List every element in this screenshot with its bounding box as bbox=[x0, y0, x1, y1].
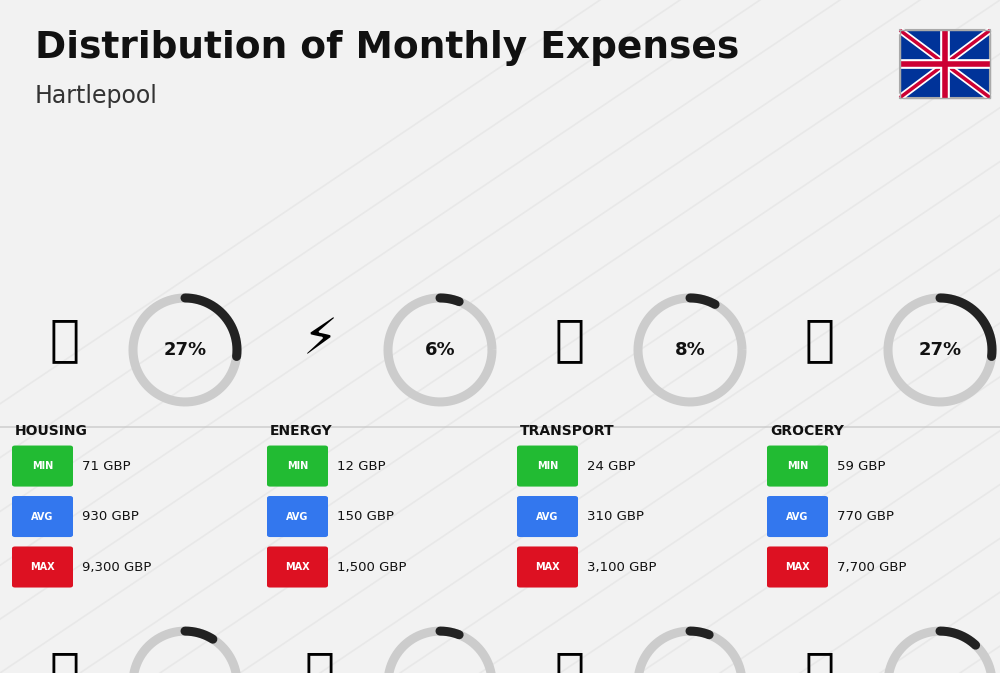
Text: 🚌: 🚌 bbox=[555, 316, 585, 364]
Text: MIN: MIN bbox=[537, 461, 558, 471]
Text: 150 GBP: 150 GBP bbox=[337, 510, 394, 523]
FancyBboxPatch shape bbox=[12, 546, 73, 588]
Text: 770 GBP: 770 GBP bbox=[837, 510, 894, 523]
FancyBboxPatch shape bbox=[517, 496, 578, 537]
Text: Hartlepool: Hartlepool bbox=[35, 84, 158, 108]
FancyBboxPatch shape bbox=[267, 446, 328, 487]
Text: 🫀: 🫀 bbox=[50, 649, 80, 673]
FancyBboxPatch shape bbox=[267, 496, 328, 537]
FancyBboxPatch shape bbox=[900, 30, 990, 98]
Text: 🏢: 🏢 bbox=[50, 316, 80, 364]
FancyBboxPatch shape bbox=[517, 546, 578, 588]
Text: 3,100 GBP: 3,100 GBP bbox=[587, 561, 657, 573]
Text: GROCERY: GROCERY bbox=[770, 424, 844, 438]
Text: 27%: 27% bbox=[918, 341, 962, 359]
Text: 71 GBP: 71 GBP bbox=[82, 460, 131, 472]
Text: MAX: MAX bbox=[30, 562, 55, 572]
Text: 🎓: 🎓 bbox=[305, 649, 335, 673]
Text: HOUSING: HOUSING bbox=[15, 424, 88, 438]
Text: MAX: MAX bbox=[285, 562, 310, 572]
Text: MIN: MIN bbox=[287, 461, 308, 471]
Text: MAX: MAX bbox=[785, 562, 810, 572]
FancyBboxPatch shape bbox=[767, 496, 828, 537]
Text: MIN: MIN bbox=[787, 461, 808, 471]
Text: 7,700 GBP: 7,700 GBP bbox=[837, 561, 907, 573]
Text: AVG: AVG bbox=[31, 511, 54, 522]
FancyBboxPatch shape bbox=[767, 546, 828, 588]
Text: 8%: 8% bbox=[675, 341, 705, 359]
Text: AVG: AVG bbox=[286, 511, 309, 522]
Text: 6%: 6% bbox=[425, 341, 455, 359]
Text: Distribution of Monthly Expenses: Distribution of Monthly Expenses bbox=[35, 30, 739, 66]
FancyBboxPatch shape bbox=[267, 546, 328, 588]
Text: MAX: MAX bbox=[535, 562, 560, 572]
Text: 12 GBP: 12 GBP bbox=[337, 460, 386, 472]
Text: AVG: AVG bbox=[786, 511, 809, 522]
Text: 👛: 👛 bbox=[805, 649, 835, 673]
Text: AVG: AVG bbox=[536, 511, 559, 522]
Text: 930 GBP: 930 GBP bbox=[82, 510, 139, 523]
Text: 1,500 GBP: 1,500 GBP bbox=[337, 561, 406, 573]
FancyBboxPatch shape bbox=[517, 446, 578, 487]
FancyBboxPatch shape bbox=[12, 446, 73, 487]
Text: 🛒: 🛒 bbox=[805, 316, 835, 364]
Text: 310 GBP: 310 GBP bbox=[587, 510, 644, 523]
FancyBboxPatch shape bbox=[12, 496, 73, 537]
Text: ENERGY: ENERGY bbox=[270, 424, 333, 438]
Text: 27%: 27% bbox=[163, 341, 207, 359]
Text: 🛍: 🛍 bbox=[555, 649, 585, 673]
Text: MIN: MIN bbox=[32, 461, 53, 471]
Text: 59 GBP: 59 GBP bbox=[837, 460, 886, 472]
Text: 24 GBP: 24 GBP bbox=[587, 460, 636, 472]
Text: ⚡: ⚡ bbox=[302, 316, 338, 364]
FancyBboxPatch shape bbox=[767, 446, 828, 487]
Text: TRANSPORT: TRANSPORT bbox=[520, 424, 615, 438]
Text: 9,300 GBP: 9,300 GBP bbox=[82, 561, 151, 573]
